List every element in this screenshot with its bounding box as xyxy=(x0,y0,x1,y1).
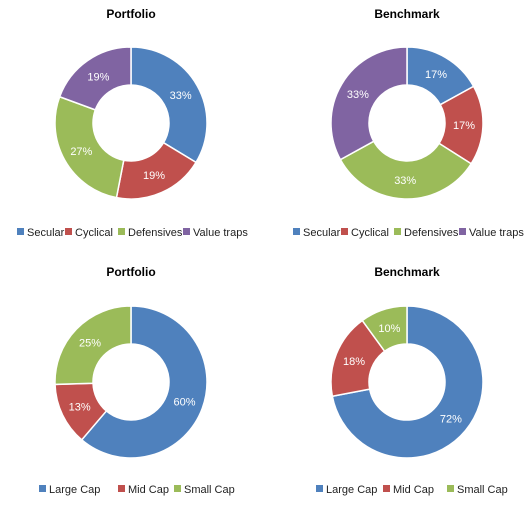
donut-slice-secular xyxy=(130,46,208,164)
legend-label-mid-cap: Mid Cap xyxy=(393,484,434,496)
slice-label-small-cap: 25% xyxy=(79,337,101,349)
legend-swatch-large-cap xyxy=(39,485,46,492)
slice-label-mid-cap: 18% xyxy=(343,356,365,368)
legend-label-large-cap: Large Cap xyxy=(49,484,100,496)
legend-label-secular: Secular xyxy=(303,227,341,239)
donut-chart-1: Portfolio 33% 19% 27% 19% Secular Cyclical Defe… xyxy=(17,7,248,239)
chart-legend: Secular Cyclical Defensives Value traps xyxy=(293,227,524,239)
slice-label-large-cap: 60% xyxy=(173,397,195,409)
slice-label-cyclical: 17% xyxy=(453,120,475,132)
slice-label-defensives: 27% xyxy=(70,146,92,158)
legend-swatch-defensives xyxy=(394,228,401,235)
slice-label-defensives: 33% xyxy=(394,175,416,187)
legend-label-small-cap: Small Cap xyxy=(457,484,508,496)
legend-label-value-traps: Value traps xyxy=(193,227,248,239)
donut-chart-2: Benchmark 17% 17% 33% 33% Secular Cyclical Defe… xyxy=(293,7,524,239)
slice-label-secular: 33% xyxy=(170,90,192,102)
legend-swatch-small-cap xyxy=(447,485,454,492)
chart-title: Benchmark xyxy=(374,7,440,21)
chart-legend: Large Cap Mid Cap Small Cap xyxy=(39,484,235,496)
legend-swatch-cyclical xyxy=(65,228,72,235)
legend-label-mid-cap: Mid Cap xyxy=(128,484,169,496)
slice-label-large-cap: 72% xyxy=(440,413,462,425)
legend-label-defensives: Defensives xyxy=(128,227,183,239)
legend-swatch-secular xyxy=(293,228,300,235)
slice-label-cyclical: 19% xyxy=(143,170,165,182)
legend-swatch-large-cap xyxy=(316,485,323,492)
slice-label-small-cap: 10% xyxy=(378,323,400,335)
donut-slice-defensives xyxy=(339,140,473,200)
legend-label-small-cap: Small Cap xyxy=(184,484,235,496)
slice-label-secular: 17% xyxy=(425,69,447,81)
donut-slice-large-cap xyxy=(80,305,208,459)
donut-slice-value-traps xyxy=(330,46,408,161)
legend-label-value-traps: Value traps xyxy=(469,227,524,239)
chart-legend: Secular Cyclical Defensives Value traps xyxy=(17,227,248,239)
donut-chart-4: Benchmark 72% 18% 10% Large Cap Mid Cap Small … xyxy=(316,265,508,496)
legend-swatch-secular xyxy=(17,228,24,235)
legend-swatch-mid-cap xyxy=(383,485,390,492)
legend-label-secular: Secular xyxy=(27,227,65,239)
chart-title: Portfolio xyxy=(106,265,155,279)
legend-label-large-cap: Large Cap xyxy=(326,484,377,496)
donut-slice-defensives xyxy=(54,95,125,199)
legend-label-defensives: Defensives xyxy=(404,227,459,239)
legend-swatch-small-cap xyxy=(174,485,181,492)
legend-swatch-cyclical xyxy=(341,228,348,235)
slice-label-mid-cap: 13% xyxy=(69,402,91,414)
legend-label-cyclical: Cyclical xyxy=(75,227,113,239)
donut-slice-small-cap xyxy=(54,305,132,386)
donut-slice-large-cap xyxy=(331,305,484,459)
legend-label-cyclical: Cyclical xyxy=(351,227,389,239)
chart-title: Portfolio xyxy=(106,7,155,21)
donut-slice-small-cap xyxy=(361,305,408,353)
legend-swatch-value-traps xyxy=(459,228,466,235)
slice-label-value-traps: 33% xyxy=(347,89,369,101)
chart-legend: Large Cap Mid Cap Small Cap xyxy=(316,484,508,496)
donut-chart-3: Portfolio 60% 13% 25% Large Cap Mid Cap Small … xyxy=(39,265,235,496)
legend-swatch-mid-cap xyxy=(118,485,125,492)
slice-label-value-traps: 19% xyxy=(87,71,109,83)
legend-swatch-defensives xyxy=(118,228,125,235)
chart-title: Benchmark xyxy=(374,265,440,279)
legend-swatch-value-traps xyxy=(183,228,190,235)
donut-slice-value-traps xyxy=(58,46,132,111)
